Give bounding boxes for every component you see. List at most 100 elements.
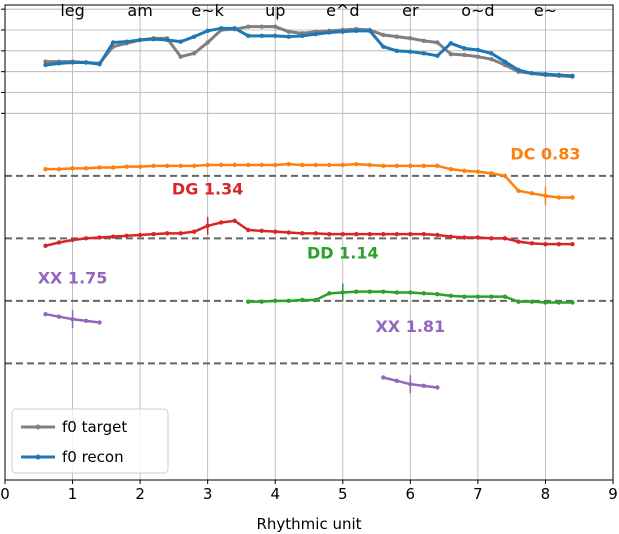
data-point <box>137 232 143 238</box>
x-tick-label: 7 <box>473 485 483 503</box>
data-point <box>529 191 535 196</box>
data-point <box>394 34 400 39</box>
data-point <box>43 62 48 68</box>
data-point <box>259 33 264 39</box>
legend-swatch-marker <box>35 424 41 430</box>
data-point <box>543 241 548 247</box>
data-point <box>286 230 291 235</box>
data-point <box>421 231 427 237</box>
data-point <box>394 378 400 384</box>
data-point <box>381 163 386 169</box>
data-point <box>529 71 535 76</box>
data-point <box>56 166 62 172</box>
series-score-label: XX 1.81 <box>375 317 445 336</box>
data-point <box>232 26 237 31</box>
data-point <box>516 67 521 73</box>
top-label: am <box>127 1 152 20</box>
series-dg <box>43 216 575 249</box>
data-point <box>327 231 332 237</box>
data-point <box>191 229 197 234</box>
data-point <box>408 36 413 41</box>
series-dd <box>246 283 575 305</box>
data-point <box>556 72 562 78</box>
data-point <box>218 26 224 31</box>
x-tick-label: 1 <box>68 485 78 503</box>
data-point <box>110 234 116 239</box>
legend-swatch-marker <box>35 454 41 460</box>
data-point <box>56 314 62 319</box>
data-point <box>408 163 413 169</box>
data-point <box>367 162 372 168</box>
data-point <box>448 41 454 46</box>
data-point <box>97 61 102 67</box>
data-point <box>97 320 102 325</box>
data-point <box>273 33 278 39</box>
data-point <box>178 231 183 236</box>
annotations: DC 0.83 DG 1.34 DD 1.14 XX 1.75 XX 1.81 <box>38 144 581 336</box>
data-point <box>421 163 427 169</box>
x-tick-label: 8 <box>541 485 551 503</box>
x-ticks: 0 1 2 3 4 5 6 7 8 9 <box>0 480 618 503</box>
series-group <box>43 24 575 394</box>
data-point <box>381 32 386 38</box>
data-point <box>124 233 129 239</box>
data-point <box>137 164 143 169</box>
data-point <box>462 294 467 299</box>
data-point <box>502 294 508 299</box>
data-point <box>556 300 562 305</box>
data-point <box>300 162 305 168</box>
series-score-label: XX 1.75 <box>38 269 108 288</box>
y-ticks <box>1 8 5 114</box>
data-point <box>205 28 210 34</box>
data-point <box>164 37 170 43</box>
data-point <box>300 33 305 39</box>
data-point <box>286 298 291 304</box>
data-point <box>273 162 278 168</box>
data-point <box>489 171 494 176</box>
data-point <box>448 234 454 239</box>
data-point <box>178 39 183 44</box>
data-point <box>462 168 467 174</box>
data-point <box>435 232 440 238</box>
data-point <box>218 162 224 168</box>
data-point <box>408 290 413 295</box>
data-point <box>502 59 508 64</box>
data-point <box>340 29 345 34</box>
legend: f0 target f0 recon <box>11 408 169 474</box>
data-point <box>83 236 89 241</box>
top-label: e~ <box>534 1 557 20</box>
data-point <box>340 162 345 168</box>
data-point <box>164 163 170 169</box>
data-point <box>489 236 494 241</box>
data-point <box>435 163 440 169</box>
data-point <box>570 73 575 79</box>
data-point <box>151 36 156 42</box>
data-point <box>273 298 278 304</box>
data-point <box>178 54 183 59</box>
data-point <box>489 56 494 62</box>
data-point <box>354 231 359 237</box>
data-point <box>502 236 508 241</box>
data-point <box>205 162 210 168</box>
data-point <box>70 166 75 171</box>
data-point <box>110 165 116 170</box>
data-point <box>178 163 183 169</box>
data-point <box>191 51 197 56</box>
data-point <box>340 231 345 237</box>
data-point <box>435 53 440 59</box>
data-point <box>246 299 251 304</box>
top-labels: leg am e~k up e^d er o~d e~ <box>60 1 557 20</box>
data-point <box>313 231 318 236</box>
data-point <box>110 40 116 45</box>
series-xx <box>43 310 102 329</box>
data-point <box>475 47 481 53</box>
data-point <box>43 311 48 317</box>
x-tick-label: 3 <box>203 485 213 503</box>
data-point <box>556 241 562 247</box>
data-point <box>394 290 400 295</box>
series-line <box>45 219 573 248</box>
data-point <box>394 163 400 169</box>
top-label: er <box>402 1 419 20</box>
data-point <box>475 235 481 240</box>
